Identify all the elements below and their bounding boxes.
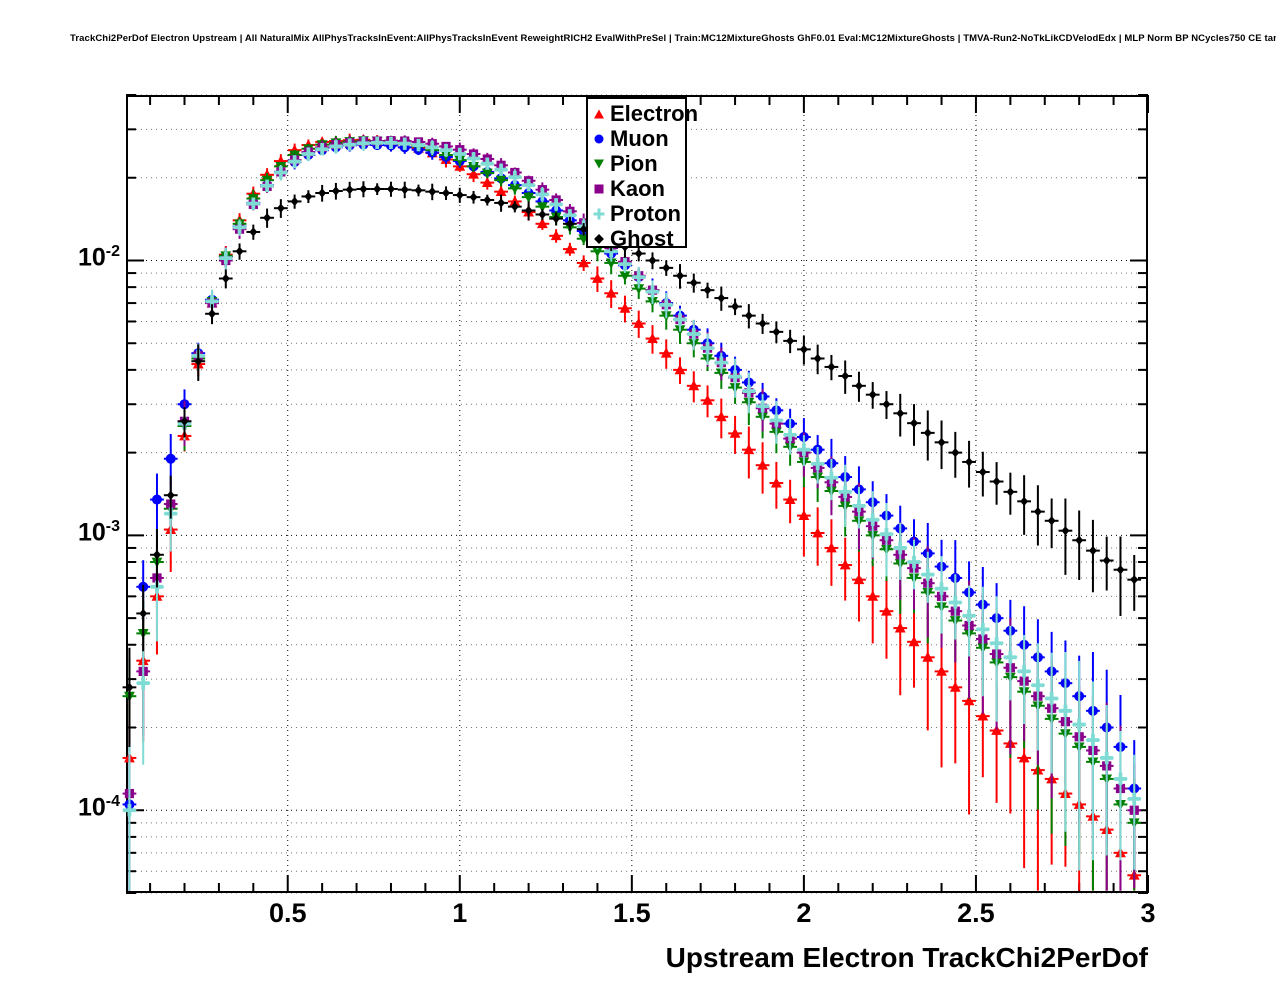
square-icon <box>592 178 605 200</box>
x-axis-tick-label: 2 <box>796 898 812 928</box>
y-axis-tick-label: 10-2 <box>56 243 120 272</box>
cross-icon <box>592 203 605 225</box>
y-tick-mantissa: 10 <box>77 793 106 822</box>
legend-item-ghost[interactable]: Ghost <box>592 226 685 251</box>
y-tick-mantissa: 10 <box>77 243 106 272</box>
data-series-layer <box>122 133 1142 891</box>
diamond-icon <box>592 228 605 250</box>
y-axis-tick-label: 10-3 <box>56 518 120 547</box>
diamond-icon-glyph <box>593 233 604 244</box>
legend-item-muon[interactable]: Muon <box>592 126 685 151</box>
x-axis-tick-label: 0.5 <box>268 898 307 928</box>
square-icon-glyph <box>594 184 603 193</box>
legend-item-label: Ghost <box>610 225 674 251</box>
x-axis-tick-label: 3 <box>1140 898 1156 928</box>
legend-item-label: Proton <box>610 200 681 226</box>
legend-item-label: Electron <box>610 100 699 126</box>
y-tick-exponent: -2 <box>105 243 120 261</box>
triangle-down-icon-glyph <box>593 159 604 168</box>
series-proton <box>122 136 1142 891</box>
cross-icon-glyph <box>593 208 604 219</box>
x-axis-tick-label: 1 <box>452 898 468 928</box>
y-tick-exponent: -3 <box>105 518 120 536</box>
legend-item-label: Kaon <box>610 175 665 201</box>
triangle-up-icon-glyph <box>593 109 604 118</box>
x-axis-title: Upstream Electron TrackChi2PerDof <box>665 942 1148 973</box>
legend-item-label: Muon <box>610 125 669 151</box>
plot-title: TrackChi2PerDof Electron Upstream | All … <box>70 33 1276 44</box>
legend-item-electron[interactable]: Electron <box>592 101 698 126</box>
y-tick-mantissa: 10 <box>77 518 106 547</box>
legend-item-kaon[interactable]: Kaon <box>592 176 685 201</box>
circle-icon-glyph <box>594 134 603 143</box>
y-axis-tick-label: 10-4 <box>56 793 120 822</box>
x-axis-tick-label: 2.5 <box>957 898 995 928</box>
series-ghost <box>122 181 1142 748</box>
legend-item-label: Pion <box>610 150 658 176</box>
legend-item-proton[interactable]: Proton <box>592 201 685 226</box>
axis-ticks <box>126 94 1149 894</box>
plot-legend: Electron Muon Pion Kaon Proton Ghost <box>586 97 698 251</box>
x-axis-tick-label: 1.5 <box>613 898 651 928</box>
triangle-down-icon <box>592 153 605 175</box>
triangle-up-icon <box>592 103 605 125</box>
legend-item-pion[interactable]: Pion <box>592 151 685 176</box>
circle-icon <box>592 128 605 150</box>
y-tick-exponent: -4 <box>105 793 120 811</box>
